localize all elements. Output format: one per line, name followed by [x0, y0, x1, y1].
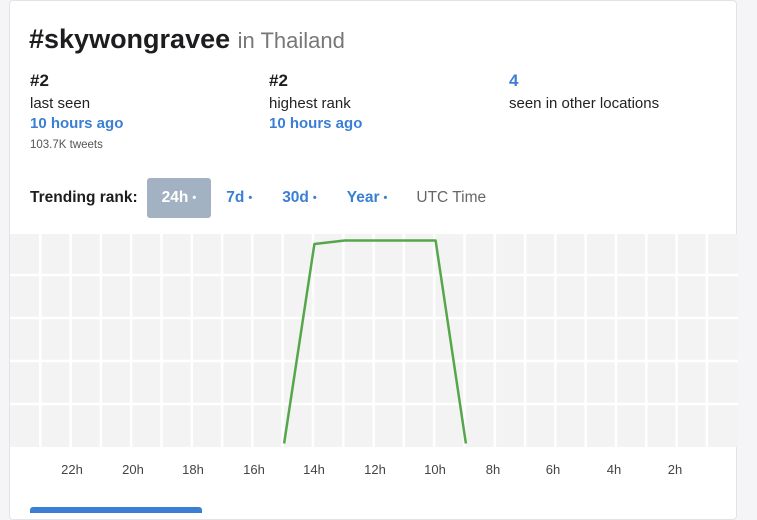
x-tick-label: 18h	[182, 462, 204, 477]
last-seen-time-link[interactable]: 10 hours ago	[30, 115, 124, 132]
x-tick-label: 10h	[424, 462, 446, 477]
x-tick-label: 12h	[364, 462, 386, 477]
x-tick-label: 22h	[61, 462, 83, 477]
x-tick-label: 4h	[607, 462, 621, 477]
x-tick-label: 8h	[486, 462, 500, 477]
x-tick-label: 14h	[303, 462, 325, 477]
trending-rank-label: Trending rank:	[30, 189, 138, 206]
stat-other-locations: 4 seen in other locations	[509, 71, 659, 114]
partial-button[interactable]	[30, 507, 202, 513]
range-30d-button[interactable]: 30d •	[267, 178, 332, 218]
other-locations-label: seen in other locations	[509, 95, 660, 112]
x-tick-label: 20h	[122, 462, 144, 477]
x-tick-label: 6h	[546, 462, 560, 477]
chart-series	[282, 239, 468, 444]
dot-icon: •	[192, 192, 197, 204]
trending-range-selector: Trending rank: 24h • 7d • 30d • Year • UTC T…	[30, 178, 486, 218]
dot-icon: •	[312, 192, 317, 204]
range-24h-label: 24h	[161, 189, 189, 206]
timezone-label: UTC Time	[416, 189, 487, 206]
dot-icon: •	[383, 192, 388, 204]
stat-last-seen: #2 last seen 10 hours ago 103.7K tweets	[30, 71, 123, 153]
highest-rank-label: highest rank	[269, 95, 351, 112]
highest-rank-value: #2	[269, 71, 288, 90]
chart-x-axis: 22h 20h 18h 16h 14h 12h 10h 8h 6h 4h 2h	[61, 462, 682, 477]
range-30d-label: 30d	[282, 189, 309, 206]
dot-icon: •	[248, 192, 253, 204]
chart-grid	[10, 234, 738, 447]
range-7d-label: 7d	[226, 189, 245, 206]
trend-rank-chart: 22h 20h 18h 16h 14h 12h 10h 8h 6h 4h 2h	[10, 234, 738, 477]
page-title: #skywongravee in Thailand	[29, 23, 345, 57]
stat-highest-rank: #2 highest rank 10 hours ago	[269, 71, 362, 134]
x-tick-label: 2h	[668, 462, 682, 477]
location-text: in Thailand	[237, 28, 345, 53]
rank-line	[282, 239, 468, 444]
highest-rank-time-link[interactable]: 10 hours ago	[269, 115, 363, 132]
trend-card: #skywongravee in Thailand #2 last seen 1…	[9, 0, 738, 520]
tweet-count: 103.7K tweets	[30, 139, 103, 151]
range-year-button[interactable]: Year •	[332, 178, 403, 218]
range-7d-button[interactable]: 7d •	[211, 178, 267, 218]
hashtag-title: #skywongravee	[29, 24, 231, 54]
range-24h-button[interactable]: 24h •	[146, 178, 212, 218]
other-locations-count[interactable]: 4	[509, 71, 519, 90]
last-seen-label: last seen	[30, 95, 91, 112]
range-year-label: Year	[346, 189, 380, 206]
x-tick-label: 16h	[243, 462, 265, 477]
last-seen-rank: #2	[30, 71, 49, 90]
